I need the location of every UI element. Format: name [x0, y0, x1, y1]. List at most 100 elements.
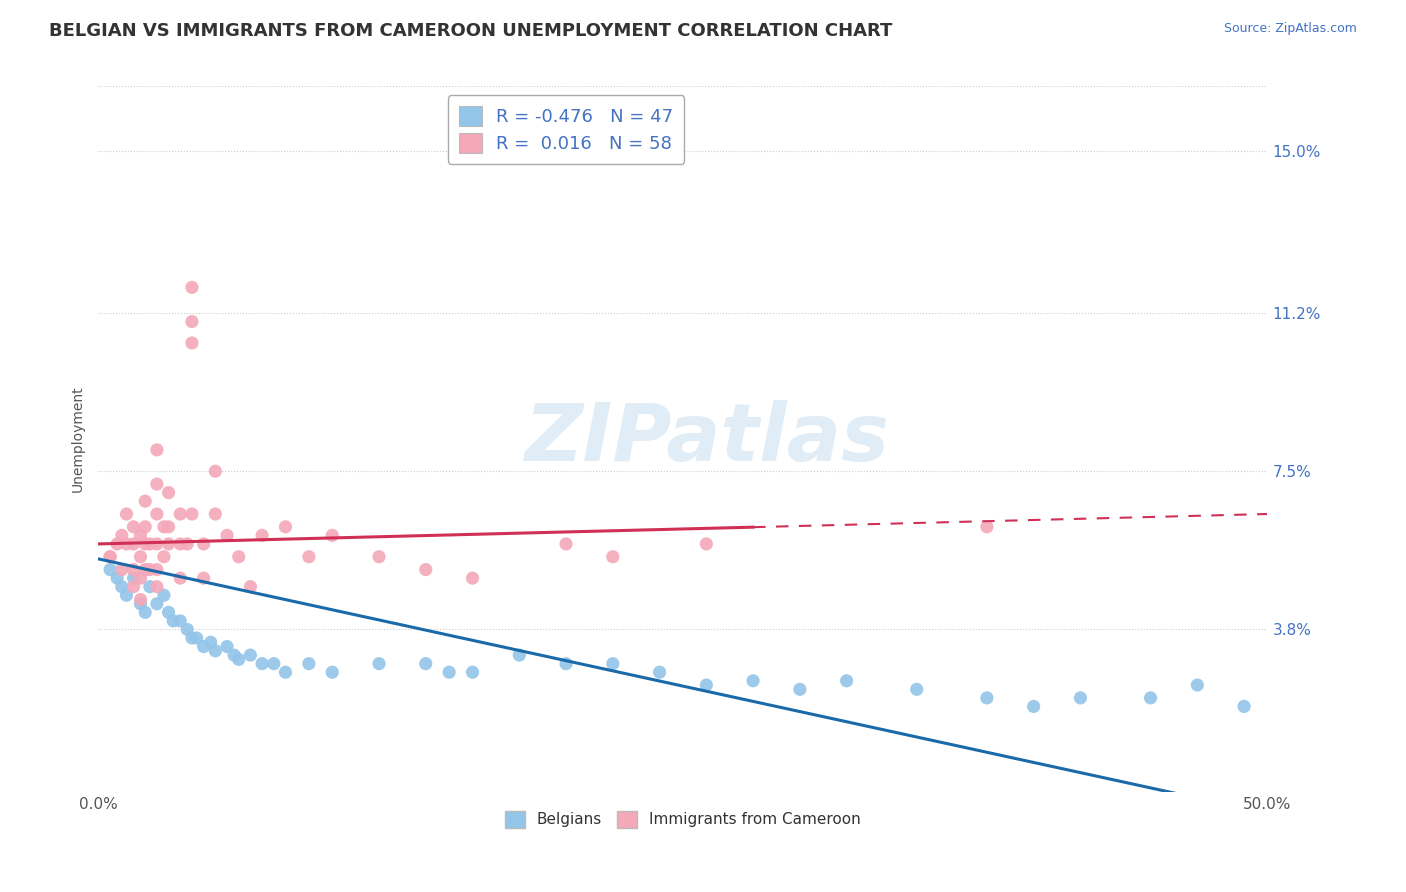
Point	[139, 580, 162, 594]
Point	[239, 580, 262, 594]
Point	[105, 571, 128, 585]
Point	[129, 528, 152, 542]
Point	[204, 644, 226, 658]
Point	[835, 673, 858, 688]
Legend: Belgians, Immigrants from Cameroon: Belgians, Immigrants from Cameroon	[499, 805, 868, 834]
Point	[695, 678, 717, 692]
Point	[186, 631, 208, 645]
Point	[789, 682, 811, 697]
Point	[115, 507, 138, 521]
Point	[139, 563, 162, 577]
Point	[157, 537, 180, 551]
Point	[105, 537, 128, 551]
Point	[222, 648, 245, 662]
Point	[134, 605, 156, 619]
Point	[228, 549, 250, 564]
Point	[98, 563, 121, 577]
Point	[129, 571, 152, 585]
Point	[415, 563, 437, 577]
Point	[976, 520, 998, 534]
Point	[193, 537, 215, 551]
Point	[437, 665, 460, 680]
Point	[1022, 699, 1045, 714]
Point	[146, 442, 169, 457]
Point	[98, 549, 121, 564]
Point	[111, 580, 134, 594]
Point	[122, 571, 145, 585]
Y-axis label: Unemployment: Unemployment	[72, 386, 86, 492]
Point	[122, 580, 145, 594]
Point	[976, 690, 998, 705]
Point	[215, 640, 238, 654]
Point	[134, 520, 156, 534]
Point	[415, 657, 437, 671]
Point	[298, 549, 321, 564]
Point	[134, 537, 156, 551]
Point	[134, 563, 156, 577]
Point	[169, 507, 191, 521]
Point	[122, 563, 145, 577]
Point	[129, 597, 152, 611]
Point	[115, 537, 138, 551]
Point	[742, 673, 765, 688]
Text: Source: ZipAtlas.com: Source: ZipAtlas.com	[1223, 22, 1357, 36]
Point	[146, 477, 169, 491]
Point	[153, 588, 176, 602]
Point	[1139, 690, 1161, 705]
Point	[157, 485, 180, 500]
Point	[298, 657, 321, 671]
Point	[648, 665, 671, 680]
Point	[176, 623, 198, 637]
Point	[250, 657, 273, 671]
Point	[129, 549, 152, 564]
Point	[368, 549, 391, 564]
Point	[193, 571, 215, 585]
Point	[157, 605, 180, 619]
Point	[162, 614, 184, 628]
Point	[115, 588, 138, 602]
Point	[204, 464, 226, 478]
Point	[1233, 699, 1256, 714]
Point	[204, 507, 226, 521]
Point	[228, 652, 250, 666]
Point	[146, 537, 169, 551]
Point	[508, 648, 530, 662]
Point	[200, 635, 222, 649]
Point	[602, 549, 624, 564]
Point	[321, 665, 343, 680]
Point	[153, 520, 176, 534]
Point	[146, 597, 169, 611]
Point	[555, 657, 578, 671]
Point	[193, 640, 215, 654]
Point	[111, 528, 134, 542]
Point	[176, 537, 198, 551]
Point	[146, 580, 169, 594]
Point	[146, 563, 169, 577]
Point	[181, 314, 204, 328]
Point	[139, 537, 162, 551]
Point	[239, 648, 262, 662]
Point	[122, 520, 145, 534]
Point	[215, 528, 238, 542]
Point	[181, 335, 204, 350]
Point	[321, 528, 343, 542]
Point	[169, 614, 191, 628]
Point	[181, 280, 204, 294]
Point	[111, 563, 134, 577]
Point	[169, 537, 191, 551]
Point	[146, 507, 169, 521]
Point	[181, 631, 204, 645]
Text: ZIPatlas: ZIPatlas	[524, 401, 889, 478]
Point	[1187, 678, 1209, 692]
Point	[129, 592, 152, 607]
Point	[555, 537, 578, 551]
Text: BELGIAN VS IMMIGRANTS FROM CAMEROON UNEMPLOYMENT CORRELATION CHART: BELGIAN VS IMMIGRANTS FROM CAMEROON UNEM…	[49, 22, 893, 40]
Point	[274, 520, 297, 534]
Point	[274, 665, 297, 680]
Point	[1069, 690, 1091, 705]
Point	[157, 520, 180, 534]
Point	[169, 571, 191, 585]
Point	[461, 665, 484, 680]
Point	[263, 657, 285, 671]
Point	[134, 494, 156, 508]
